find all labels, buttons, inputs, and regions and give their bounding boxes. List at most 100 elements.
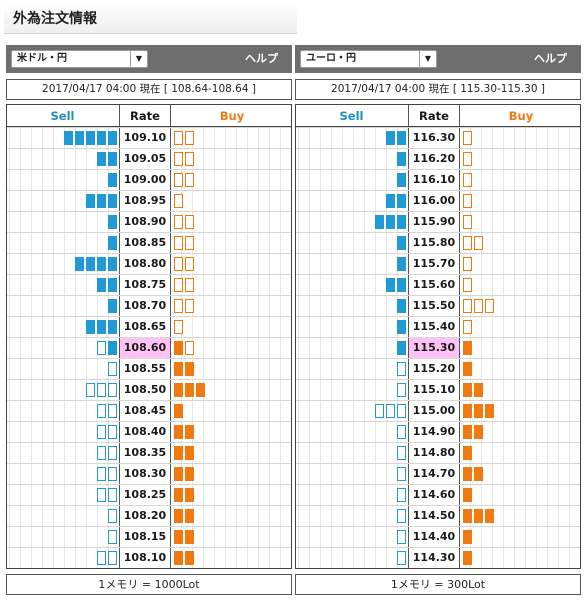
sell-volume-cell <box>7 254 119 274</box>
buy-position-block <box>174 509 183 523</box>
buy-volume-cell <box>460 128 580 148</box>
buy-order-block <box>463 215 472 229</box>
buy-volume-cell <box>460 464 580 484</box>
ladder-row: 108.85 <box>7 232 291 253</box>
buy-volume-cell <box>171 401 291 421</box>
sell-order-block <box>108 509 117 523</box>
ladder-row: 115.70 <box>296 253 580 274</box>
sell-order-block <box>108 362 117 376</box>
help-link[interactable]: ヘルプ <box>534 52 567 65</box>
buy-position-block <box>474 509 483 523</box>
sell-position-block <box>397 236 406 250</box>
sell-position-block <box>397 320 406 334</box>
sell-volume-cell <box>7 275 119 295</box>
buy-order-block <box>174 236 183 250</box>
buy-order-block <box>185 257 194 271</box>
eur-jpy-panel: ユーロ・円 ▼ ヘルプ 2017/04/17 04:00 現在 [ 115.30… <box>295 45 581 595</box>
sell-volume-cell <box>296 149 408 169</box>
sell-order-block <box>86 383 95 397</box>
buy-position-block <box>185 509 194 523</box>
rate-cell: 108.85 <box>119 233 171 253</box>
buy-order-block <box>174 173 183 187</box>
rate-cell: 115.10 <box>408 380 460 400</box>
sell-position-block <box>97 131 106 145</box>
sell-volume-cell <box>7 170 119 190</box>
rate-column-header: Rate <box>119 105 171 126</box>
sell-volume-cell <box>7 401 119 421</box>
sell-order-block <box>97 383 106 397</box>
ladder-row: 108.25 <box>7 484 291 505</box>
sell-position-block <box>86 257 95 271</box>
ladder-row: 115.40 <box>296 316 580 337</box>
ladder-row: 108.20 <box>7 505 291 526</box>
buy-position-block <box>463 425 472 439</box>
buy-volume-cell <box>460 317 580 337</box>
ladder-row: 108.50 <box>7 379 291 400</box>
buy-volume-cell <box>171 422 291 442</box>
rate-cell: 109.05 <box>119 149 171 169</box>
sell-position-block <box>108 341 117 355</box>
buy-position-block <box>174 383 183 397</box>
buy-position-block <box>485 404 494 418</box>
sell-position-block <box>375 215 384 229</box>
sell-order-block <box>97 404 106 418</box>
buy-order-block <box>463 320 472 334</box>
rate-cell: 115.40 <box>408 317 460 337</box>
sell-volume-cell <box>296 233 408 253</box>
buy-position-block <box>185 530 194 544</box>
buy-volume-cell <box>171 464 291 484</box>
sell-volume-cell <box>296 548 408 568</box>
buy-position-block <box>474 425 483 439</box>
sell-volume-cell <box>296 275 408 295</box>
ladder-row: 108.10 <box>7 547 291 568</box>
buy-volume-cell <box>460 422 580 442</box>
buy-volume-cell <box>171 443 291 463</box>
sell-order-block <box>97 425 106 439</box>
buy-position-block <box>174 425 183 439</box>
buy-volume-cell <box>460 443 580 463</box>
sell-order-block <box>397 467 406 481</box>
ladder-header: Sell Rate Buy <box>296 105 580 127</box>
ladder-row: 108.60 <box>7 337 291 358</box>
buy-order-block <box>185 173 194 187</box>
help-link[interactable]: ヘルプ <box>245 52 278 65</box>
sell-volume-cell <box>7 464 119 484</box>
rate-cell: 108.65 <box>119 317 171 337</box>
buy-volume-cell <box>171 212 291 232</box>
buy-position-block <box>463 446 472 460</box>
ladder-row: 116.30 <box>296 127 580 148</box>
ladder-row: 115.20 <box>296 358 580 379</box>
buy-volume-cell <box>460 527 580 547</box>
sell-position-block <box>397 278 406 292</box>
buy-position-block <box>174 404 183 418</box>
buy-volume-cell <box>460 380 580 400</box>
ladder-header: Sell Rate Buy <box>7 105 291 127</box>
currency-pair-select[interactable]: ユーロ・円 ▼ <box>300 50 437 68</box>
rate-cell: 115.00 <box>408 401 460 421</box>
sell-volume-cell <box>296 296 408 316</box>
sell-position-block <box>108 257 117 271</box>
ladder-row: 115.00 <box>296 400 580 421</box>
chevron-down-icon[interactable]: ▼ <box>419 51 436 67</box>
rate-cell: 108.95 <box>119 191 171 211</box>
ladder-row: 108.35 <box>7 442 291 463</box>
rate-cell: 114.80 <box>408 443 460 463</box>
currency-pair-select[interactable]: 米ドル・円 ▼ <box>11 50 148 68</box>
ladder-row: 109.10 <box>7 127 291 148</box>
ladder-row: 108.40 <box>7 421 291 442</box>
buy-volume-cell <box>460 254 580 274</box>
sell-position-block <box>397 257 406 271</box>
ladder-row: 114.80 <box>296 442 580 463</box>
current-rate-cell: 108.60 <box>119 338 171 358</box>
sell-column-header: Sell <box>50 108 75 123</box>
ladder-row: 109.00 <box>7 169 291 190</box>
sell-order-block <box>397 425 406 439</box>
chevron-down-icon[interactable]: ▼ <box>130 51 147 67</box>
sell-volume-cell <box>7 212 119 232</box>
sell-order-block <box>397 509 406 523</box>
sell-position-block <box>97 278 106 292</box>
sell-order-block <box>108 404 117 418</box>
buy-position-block <box>174 362 183 376</box>
sell-volume-cell <box>296 443 408 463</box>
buy-volume-cell <box>171 317 291 337</box>
